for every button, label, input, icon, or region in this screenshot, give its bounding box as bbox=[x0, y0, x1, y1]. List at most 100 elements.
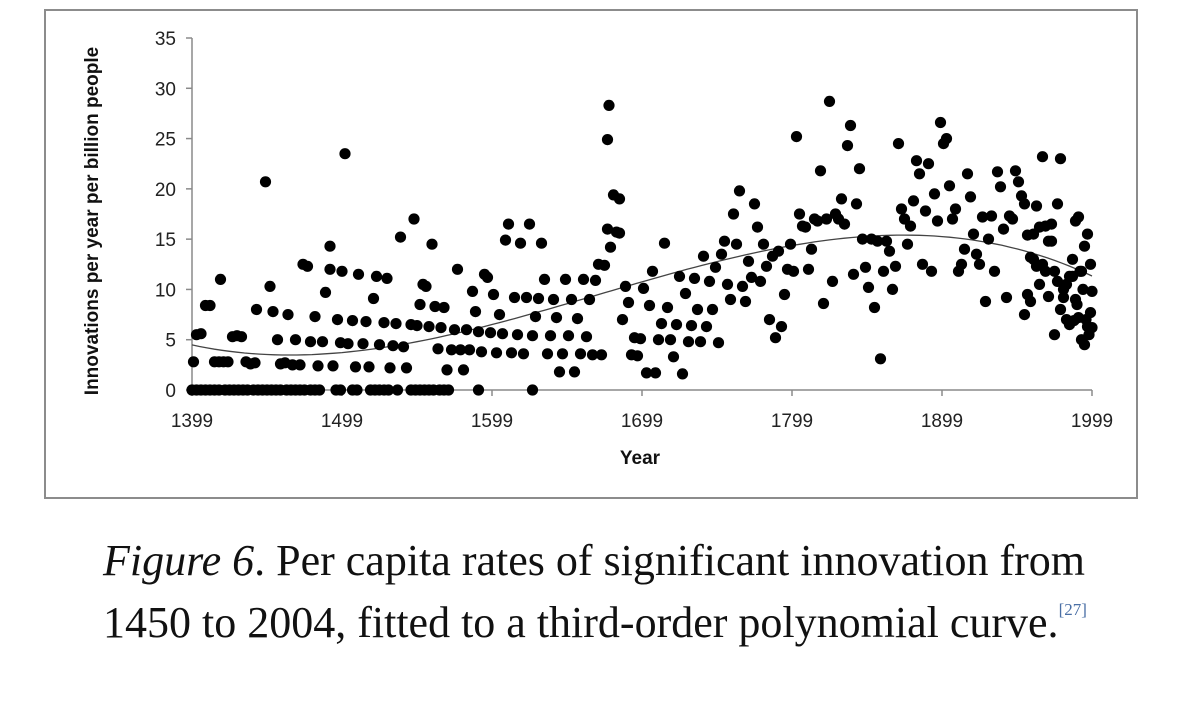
data-point bbox=[195, 328, 207, 340]
data-point bbox=[222, 356, 234, 368]
data-point bbox=[676, 368, 689, 380]
data-point bbox=[562, 330, 575, 342]
data-point bbox=[565, 293, 578, 306]
data-point bbox=[289, 334, 302, 346]
data-point bbox=[1060, 278, 1073, 290]
data-point bbox=[982, 233, 995, 245]
data-point bbox=[342, 338, 354, 350]
data-point bbox=[1068, 315, 1080, 327]
data-point bbox=[838, 218, 851, 230]
data-point bbox=[1036, 258, 1049, 270]
data-point bbox=[805, 243, 818, 255]
data-point bbox=[1081, 228, 1094, 240]
data-point bbox=[859, 261, 872, 273]
data-point bbox=[324, 263, 336, 275]
data-point bbox=[868, 301, 881, 314]
data-point bbox=[397, 341, 410, 353]
data-point bbox=[586, 349, 599, 361]
data-point bbox=[901, 238, 914, 250]
data-point bbox=[334, 384, 347, 396]
data-point bbox=[435, 322, 447, 334]
data-point bbox=[517, 348, 530, 360]
data-point bbox=[733, 185, 746, 197]
data-point bbox=[1036, 151, 1049, 163]
data-point bbox=[652, 334, 665, 346]
data-point bbox=[574, 348, 587, 360]
data-point bbox=[1042, 235, 1055, 247]
data-point bbox=[646, 265, 659, 277]
data-point bbox=[1018, 309, 1031, 321]
data-point bbox=[316, 336, 329, 348]
data-point bbox=[814, 165, 827, 177]
data-point bbox=[883, 245, 896, 257]
y-tick-label: 35 bbox=[155, 29, 176, 50]
data-point bbox=[1072, 211, 1085, 223]
data-point bbox=[874, 353, 887, 365]
data-point bbox=[1048, 329, 1061, 341]
data-point bbox=[835, 193, 848, 205]
data-point bbox=[577, 273, 590, 285]
data-point bbox=[775, 321, 788, 333]
data-point bbox=[357, 338, 369, 350]
data-point bbox=[973, 258, 986, 270]
data-point bbox=[250, 303, 263, 316]
data-point bbox=[826, 275, 839, 287]
data-point bbox=[769, 332, 782, 344]
figure-caption: Figure 6. Per capita rates of significan… bbox=[103, 530, 1103, 654]
data-point bbox=[331, 314, 344, 326]
data-point bbox=[877, 265, 890, 277]
data-point bbox=[373, 339, 386, 351]
data-point bbox=[1048, 265, 1061, 277]
data-point bbox=[997, 223, 1010, 235]
data-point bbox=[282, 309, 294, 321]
data-point bbox=[1012, 176, 1025, 188]
data-point bbox=[715, 248, 728, 260]
data-point bbox=[445, 344, 458, 356]
data-point bbox=[985, 210, 998, 222]
data-point bbox=[655, 318, 668, 330]
data-point bbox=[745, 271, 758, 283]
data-point bbox=[712, 337, 725, 349]
data-point bbox=[622, 296, 635, 309]
data-point bbox=[748, 198, 761, 210]
data-point bbox=[697, 250, 710, 262]
data-point bbox=[463, 344, 476, 356]
data-points bbox=[186, 95, 1098, 396]
data-point bbox=[1078, 339, 1091, 351]
data-point bbox=[249, 357, 261, 369]
data-point bbox=[841, 140, 854, 152]
data-point bbox=[514, 237, 527, 249]
data-point bbox=[400, 362, 413, 374]
data-point bbox=[934, 116, 947, 129]
data-point bbox=[724, 293, 737, 306]
trendline-path bbox=[191, 234, 1093, 356]
data-point bbox=[1078, 240, 1091, 252]
data-point bbox=[466, 285, 479, 297]
data-point bbox=[583, 293, 596, 306]
data-point bbox=[1054, 303, 1067, 316]
data-point bbox=[1033, 278, 1046, 290]
data-point bbox=[493, 309, 506, 321]
data-point bbox=[895, 203, 908, 215]
data-point bbox=[363, 361, 375, 373]
data-point bbox=[871, 235, 884, 247]
data-point bbox=[856, 233, 869, 245]
data-point bbox=[1086, 285, 1098, 297]
data-point bbox=[441, 364, 453, 376]
y-tick-label: 30 bbox=[155, 79, 176, 100]
y-tick-label: 5 bbox=[165, 331, 176, 352]
data-point bbox=[382, 384, 395, 396]
data-point bbox=[267, 306, 279, 318]
data-point bbox=[958, 243, 971, 255]
data-point bbox=[420, 280, 432, 292]
caption-figure-label: Figure 6 bbox=[103, 536, 255, 585]
data-point bbox=[991, 166, 1004, 178]
data-point bbox=[502, 218, 515, 230]
data-point bbox=[613, 193, 626, 205]
caption-reference-link[interactable]: [27] bbox=[1058, 600, 1087, 620]
data-point bbox=[616, 314, 629, 326]
data-point bbox=[640, 367, 653, 379]
data-point bbox=[553, 366, 566, 378]
data-point bbox=[892, 138, 905, 150]
x-tick-label: 1499 bbox=[321, 411, 363, 432]
